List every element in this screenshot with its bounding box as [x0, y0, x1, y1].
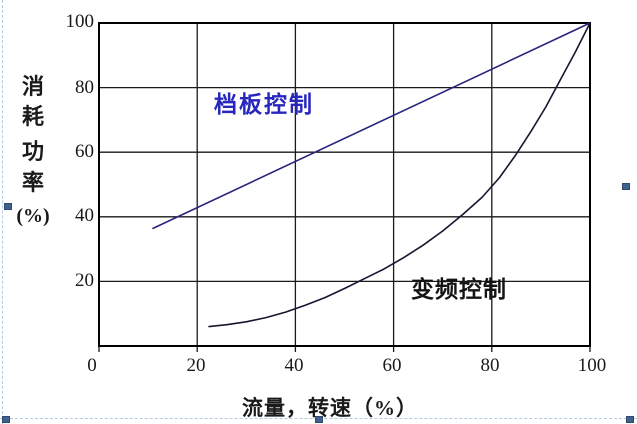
y-axis-title-char: 消	[21, 74, 44, 99]
x-tick-label-100: 100	[577, 355, 607, 376]
y-axis-title-char: 率	[21, 170, 44, 195]
resize-handle-bottom-right[interactable]	[626, 416, 634, 423]
y-tick-label-40: 40	[75, 205, 94, 226]
x-tick-label-0: 0	[87, 355, 97, 376]
series-label-vfd-control: 变频控制	[411, 277, 507, 302]
resize-handle-right-middle[interactable]	[622, 183, 630, 190]
resize-handle-bottom-center[interactable]	[315, 416, 323, 423]
x-tick-label-40: 40	[284, 355, 304, 376]
x-tick-label-80: 80	[480, 355, 500, 376]
series-label-damper-control: 档板控制	[214, 92, 314, 117]
y-tick-label-80: 80	[75, 77, 94, 98]
x-axis-title: 流量，转速（%）	[242, 396, 418, 420]
resize-handle-left-middle[interactable]	[4, 203, 12, 210]
x-tick-label-20: 20	[186, 355, 206, 376]
resize-handle-bottom-left[interactable]	[2, 416, 10, 423]
y-tick-label-60: 60	[75, 141, 94, 162]
selection-border-left	[2, 0, 3, 424]
y-tick-label-20: 20	[75, 270, 94, 291]
y-axis-title-char: 耗	[21, 104, 44, 129]
y-axis-title-percent: (%)	[16, 205, 50, 227]
y-tick-label-100: 100	[65, 11, 95, 32]
x-tick-label-60: 60	[382, 355, 402, 376]
y-axis-title-char: 功	[21, 139, 44, 164]
